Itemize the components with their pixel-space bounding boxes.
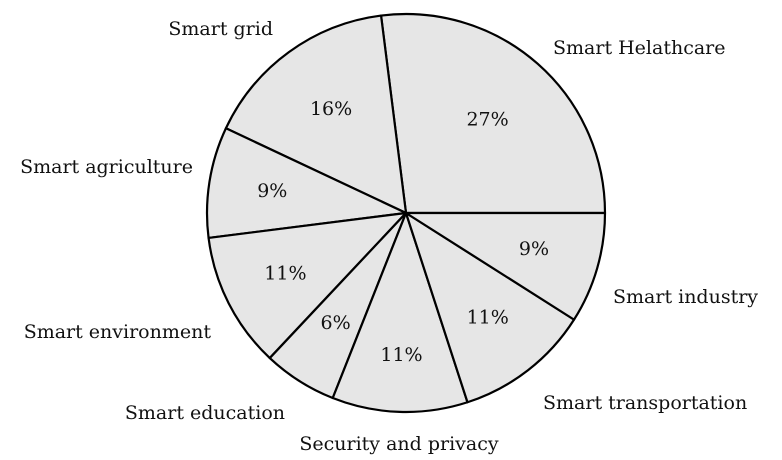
slice-label-smart-industry: Smart industry — [613, 286, 758, 308]
slice-label-smart-education: Smart education — [125, 402, 285, 424]
pie-slice-smart-helathcare — [379, 12, 607, 215]
slice-percent-smart-grid: 16% — [310, 98, 352, 120]
pie-slice-smart-environment — [207, 211, 408, 360]
slice-percent-smart-agriculture: 9% — [257, 180, 287, 202]
pie-slice-smart-industry — [404, 211, 607, 321]
slice-label-smart-environment: Smart environment — [24, 321, 212, 343]
slice-label-smart-grid: Smart grid — [168, 18, 273, 40]
slice-percent-smart-industry: 9% — [519, 238, 549, 260]
slice-percent-smart-environment: 11% — [264, 262, 306, 284]
pie-slice-smart-transportation — [404, 211, 576, 404]
slice-label-smart-helathcare: Smart Helathcare — [553, 37, 726, 59]
slice-percent-smart-transportation: 11% — [467, 306, 509, 328]
pie-slice-security-and-privacy — [331, 211, 469, 414]
slice-label-smart-agriculture: Smart agriculture — [20, 156, 193, 178]
slice-percent-security-and-privacy: 11% — [380, 344, 422, 366]
slice-label-smart-transportation: Smart transportation — [543, 392, 747, 414]
slice-label-security-and-privacy: Security and privacy — [299, 433, 498, 455]
percentage-labels: 27% 16% 9% 11% 6% 11% 11% 9% — [257, 98, 549, 366]
pie-slice-smart-grid — [224, 14, 408, 215]
pie-slice-smart-agriculture — [205, 127, 408, 240]
slice-percent-smart-helathcare: 27% — [466, 109, 508, 131]
slice-percent-smart-education: 6% — [321, 312, 351, 334]
pie-slices — [205, 12, 607, 414]
category-labels: Smart Helathcare Smart grid Smart agricult… — [20, 18, 758, 455]
